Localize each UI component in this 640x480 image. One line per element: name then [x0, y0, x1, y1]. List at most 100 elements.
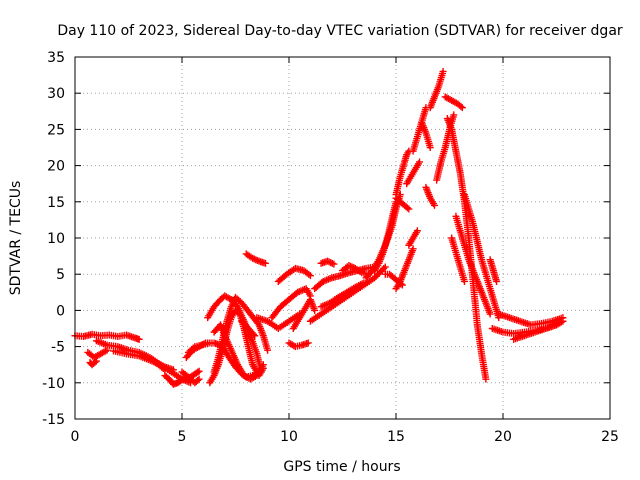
y-tick-label: -10 [42, 376, 65, 392]
data-point [416, 158, 424, 166]
series-t13 [210, 321, 267, 383]
series-t32 [392, 245, 417, 293]
data-point [553, 321, 560, 329]
data-point [413, 227, 421, 235]
y-tick-label: 0 [56, 303, 65, 319]
series-t38 [426, 67, 447, 112]
data-point [259, 361, 267, 369]
x-tick-label: 10 [280, 429, 298, 445]
data-point [493, 277, 501, 285]
series-t24 [317, 279, 368, 311]
y-tick-label: -15 [42, 412, 65, 428]
y-tick-label: 15 [47, 195, 65, 211]
data-point [253, 256, 261, 264]
data-point [249, 254, 257, 262]
series-t42 [452, 212, 494, 318]
series-t31 [392, 194, 413, 213]
series-t6 [148, 356, 169, 374]
series-t28 [362, 191, 404, 282]
data-point [409, 245, 417, 253]
data-point [194, 376, 202, 384]
data-point [250, 255, 258, 263]
data-point [450, 111, 458, 119]
data-point [195, 367, 203, 375]
series-t43 [448, 234, 468, 285]
data-point [377, 268, 385, 276]
series-t21 [285, 339, 312, 351]
axis-ticks: 0 5 10 15 20 25 -15 -10 -5 0 5 10 15 20 25 30 35 [42, 50, 619, 445]
chart-title: Day 110 of 2023, Sidereal Day-to-day VTE… [57, 23, 623, 39]
data-point [345, 262, 353, 270]
data-point [458, 104, 466, 112]
series-t48 [510, 321, 560, 343]
data-point [264, 346, 272, 354]
series-t16 [238, 317, 259, 340]
series-t30 [392, 147, 413, 199]
data-point [375, 269, 383, 277]
data-point [378, 266, 386, 274]
data-point [372, 272, 380, 280]
data-point [380, 265, 388, 273]
series-t8 [178, 368, 203, 387]
data-point [311, 306, 319, 314]
y-tick-label: 25 [47, 122, 65, 138]
series-t37 [422, 183, 439, 209]
x-tick-label: 20 [494, 429, 512, 445]
data-point [249, 330, 257, 338]
series-t45 [486, 256, 501, 285]
data-point [194, 368, 202, 376]
data-point [261, 259, 269, 267]
data-point [374, 271, 382, 279]
data-point [304, 339, 312, 347]
series-t15 [242, 250, 269, 267]
x-axis-label: GPS time / hours [283, 459, 400, 475]
series-t25 [317, 257, 338, 268]
grid-layer [75, 57, 610, 419]
data-point [486, 310, 494, 318]
data-point [91, 358, 99, 366]
series-t7 [161, 367, 203, 388]
data-point [252, 256, 260, 264]
series-t1 [71, 330, 143, 343]
data-point [305, 270, 313, 278]
x-tick-label: 5 [178, 429, 187, 445]
series-t3 [86, 357, 100, 369]
series-t34 [403, 158, 424, 188]
data-point [324, 257, 332, 265]
series-t17 [253, 310, 304, 332]
series-t2 [84, 346, 111, 361]
data-point [189, 344, 197, 352]
x-tick-label: 25 [601, 429, 619, 445]
y-tick-label: -5 [51, 340, 65, 356]
x-tick-label: 0 [71, 429, 80, 445]
data-point [403, 204, 411, 212]
data-point [204, 340, 212, 348]
data-point [92, 357, 100, 365]
data-point [159, 365, 167, 373]
y-tick-label: 35 [47, 50, 65, 66]
data-point [457, 102, 465, 110]
series-t18 [268, 285, 314, 322]
data-point [439, 67, 447, 75]
series-t19 [274, 264, 314, 285]
data-point [348, 263, 356, 271]
data-point [426, 144, 434, 151]
series-t36 [418, 118, 434, 151]
series-t33 [405, 227, 421, 249]
y-axis-label: SDTVAR / TECUs [8, 181, 24, 296]
y-tick-label: 30 [47, 86, 65, 102]
series-t40 [441, 93, 466, 112]
data-point [135, 335, 143, 343]
data-point [460, 277, 468, 285]
data-point [327, 259, 335, 267]
y-tick-label: 5 [56, 267, 65, 283]
data-point [251, 332, 259, 340]
series-t10 [184, 340, 212, 356]
data-point [347, 262, 355, 270]
data-point [101, 347, 109, 355]
series-t20 [289, 296, 319, 332]
data-point [356, 268, 364, 276]
data-point [559, 314, 567, 322]
x-tick-label: 15 [387, 429, 405, 445]
